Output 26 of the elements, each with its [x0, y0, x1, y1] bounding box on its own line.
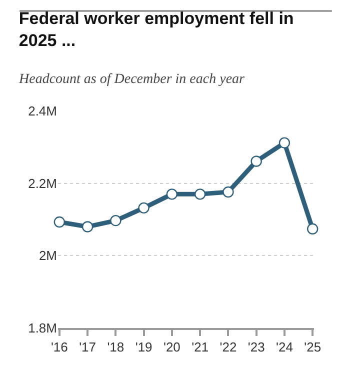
point [222, 186, 234, 198]
point [250, 156, 262, 167]
y-tick-label: 2.2M [28, 176, 57, 191]
x-tick-label: '22 [220, 340, 237, 355]
point [82, 221, 94, 232]
y-tick-label: 2M [38, 248, 57, 264]
point [278, 137, 290, 148]
y-tick-label: 1.8M [28, 320, 57, 336]
x-tick-label: '18 [107, 340, 124, 355]
x-tick-label: '17 [79, 340, 96, 355]
point [110, 214, 122, 226]
x-tick-label: '21 [192, 340, 209, 355]
x-tick-label: '16 [50, 340, 68, 355]
x-tick-label: '25 [304, 340, 322, 355]
chart-subtitle: Headcount as of December in each year [18, 72, 246, 87]
chart-title: Federal worker employment fell in 2025 ... [18, 9, 294, 50]
point [54, 216, 66, 228]
x-tick-label: '20 [163, 340, 180, 355]
x-tick-label: '24 [276, 340, 293, 355]
y-tick-label: 2.4M [28, 104, 57, 119]
x-tick-label: '19 [135, 340, 152, 355]
x-tick-label: '23 [248, 340, 265, 355]
point [166, 188, 178, 200]
point [194, 188, 206, 200]
point [138, 202, 150, 214]
point [306, 223, 318, 234]
